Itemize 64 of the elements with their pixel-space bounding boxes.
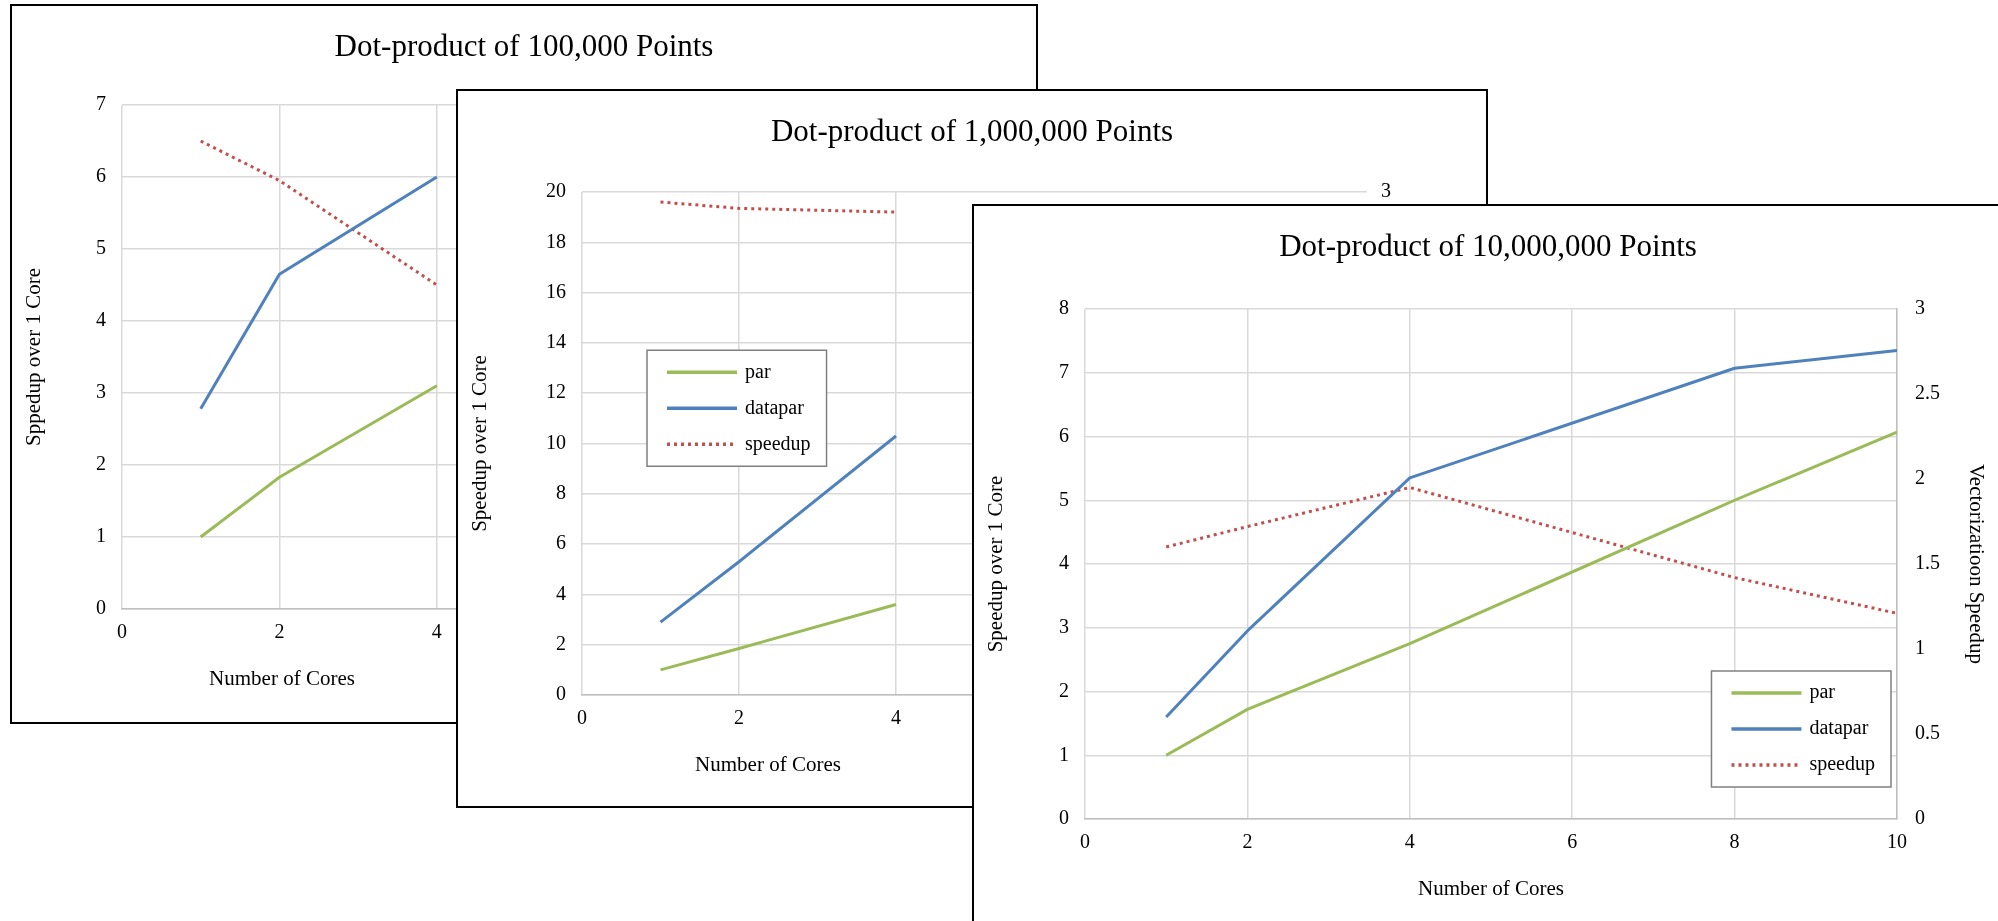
y-tick-label: 16 [546, 279, 566, 302]
y-tick-label: 20 [546, 179, 566, 202]
legend-label: speedup [745, 431, 811, 455]
y-tick-label: 1 [96, 524, 106, 547]
x-tick-label: 8 [1729, 830, 1740, 853]
y-tick-label: 5 [1059, 487, 1069, 510]
y2-tick-label: 0 [1915, 806, 1925, 829]
x-tick-label: 0 [577, 706, 587, 729]
y-axis-title: Speedup over 1 Core [467, 355, 492, 532]
y-tick-label: 4 [96, 308, 106, 331]
legend-label: datapar [1809, 716, 1869, 740]
y-tick-label: 18 [546, 229, 566, 252]
x-tick-label: 10 [1887, 830, 1907, 853]
line-series [1164, 486, 1897, 615]
x-tick-label: 4 [1404, 830, 1415, 853]
x-tick-label: 0 [117, 620, 127, 643]
x-tick-label: 4 [891, 706, 901, 729]
legend-label: speedup [1809, 752, 1876, 776]
legend-label: par [745, 359, 771, 383]
y2-tick-label: 2.5 [1915, 381, 1940, 404]
y-tick-label: 3 [96, 380, 106, 403]
y-tick-label: 6 [1059, 423, 1069, 446]
y-tick-label: 14 [546, 330, 566, 353]
y-axis-title: Sppedup over 1 Core [21, 268, 46, 446]
y-tick-label: 2 [96, 452, 106, 475]
y-tick-label: 4 [556, 581, 566, 604]
text: 3 [1381, 179, 1391, 202]
y-tick-label: 0 [556, 682, 566, 705]
y-tick-label: 2 [1059, 678, 1069, 701]
y-axis-title: Speedup over 1 Core [983, 475, 1008, 653]
y-tick-label: 0 [96, 596, 106, 619]
x-tick-label: 4 [431, 620, 442, 643]
y-tick-label: 1 [1059, 742, 1069, 765]
y-tick-label: 7 [1059, 360, 1069, 382]
y-tick-label: 3 [1059, 615, 1069, 637]
chart-title: Dot-product of 100,000 Points [334, 28, 714, 64]
y-tick-label: 8 [556, 481, 566, 504]
y2-tick-label: 1.5 [1915, 551, 1940, 574]
y2-tick-label: 3 [1915, 296, 1925, 319]
x-tick-label: 0 [1080, 830, 1090, 853]
y-tick-label: 7 [96, 92, 106, 115]
y2-axis-title: Vectorizatioon Speedup [1964, 463, 1989, 665]
chart-title: Dot-product of 1,000,000 Points [770, 113, 1174, 149]
x-tick-label: 2 [274, 620, 285, 643]
y2-tick-label: 1 [1915, 636, 1925, 659]
legend-label: par [1809, 680, 1836, 704]
x-tick-label: 2 [1242, 830, 1253, 853]
y2-tick-label: 0.5 [1915, 721, 1940, 744]
y-tick-label: 6 [96, 164, 106, 187]
chart-title: Dot-product of 10,000,000 Points [1279, 228, 1697, 264]
x-tick-label: 6 [1567, 830, 1578, 853]
x-axis-title: Number of Cores [1418, 875, 1564, 900]
y-tick-label: 5 [96, 236, 106, 259]
x-axis-title: Number of Cores [209, 665, 355, 690]
y-tick-label: 8 [1059, 296, 1069, 319]
y-tick-label: 10 [546, 430, 566, 453]
x-tick-label: 2 [734, 706, 744, 729]
y-tick-label: 12 [546, 380, 566, 403]
y-tick-label: 0 [1059, 806, 1069, 829]
y-tick-label: 6 [556, 531, 566, 554]
x-axis-title: Number of Cores [695, 751, 841, 776]
y-tick-label: 4 [1059, 551, 1069, 574]
legend-label: datapar [745, 395, 805, 419]
y2-tick-label: 2 [1915, 466, 1925, 489]
